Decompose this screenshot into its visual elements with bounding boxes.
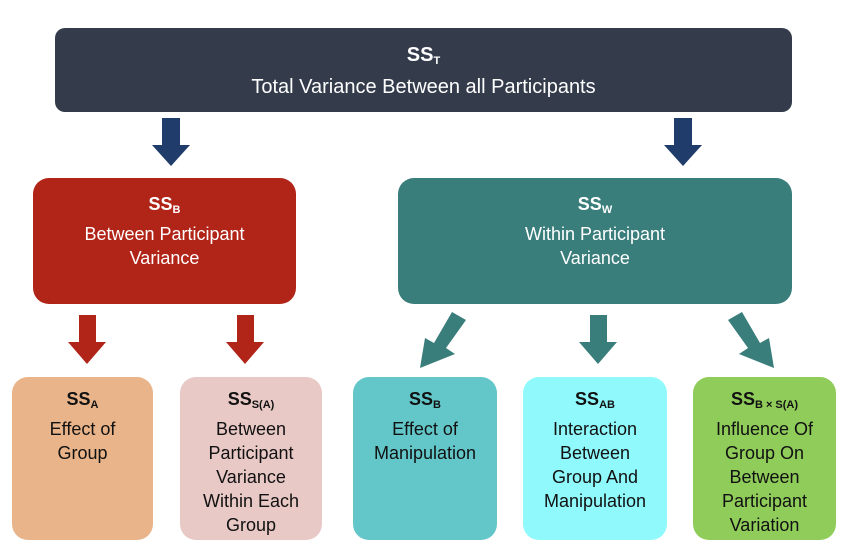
leaf-box: SSAB Interaction Between Group And Manipulat… — [523, 377, 667, 540]
box-label: Within Participant — [524, 224, 666, 244]
box-label: Variance — [216, 467, 286, 487]
box-label: Variance — [129, 248, 200, 268]
box-label: Between — [559, 443, 631, 463]
box-label: Participant — [208, 443, 294, 463]
box-label: Influence Of — [715, 419, 814, 439]
ss-subscript: S(A) — [251, 399, 275, 411]
arrow-down-icon — [579, 315, 617, 364]
ss-subscript: B — [433, 399, 441, 411]
within-variance-box: SSW Within Participant Variance — [398, 178, 792, 304]
leaf-box: SSB Effect of Manipulation — [353, 377, 497, 540]
box-label: Variation — [729, 515, 800, 535]
ss-label: SS — [730, 389, 755, 409]
box-label: Between Participant — [84, 224, 245, 244]
ss-label: SS — [66, 389, 91, 409]
ss-label: SS — [227, 389, 252, 409]
ss-subscript: AB — [599, 399, 615, 411]
box-label: Group On — [724, 443, 805, 463]
ss-label: SS — [148, 194, 173, 214]
ss-label: SS — [409, 389, 434, 409]
box-label: Total Variance Between all Participants — [251, 76, 596, 98]
total-variance-box: SST Total Variance Between all Participa… — [55, 28, 792, 112]
ss-subscript: B × S(A) — [754, 399, 799, 411]
leaf-box: SSS(A) Between Participant Variance Within E… — [180, 377, 322, 540]
box-label: Variance — [560, 248, 630, 268]
box-label: Interaction — [552, 419, 638, 439]
between-variance-box: SSB Between Participant Variance — [33, 178, 296, 304]
box-label: Between — [215, 419, 287, 439]
ss-label: SS — [406, 44, 434, 66]
box-label: Manipulation — [543, 491, 647, 511]
ss-subscript: W — [601, 204, 613, 216]
ss-label: SS — [575, 389, 600, 409]
arrow-down-icon — [152, 118, 190, 166]
box-label: Effect of — [392, 419, 458, 439]
box-label: Group — [225, 515, 277, 535]
ss-subscript: B — [172, 204, 181, 216]
box-label: Group And — [551, 467, 639, 487]
leaf-box: SSA Effect of Group — [12, 377, 153, 540]
arrow-down-icon — [226, 315, 264, 364]
ss-label: SS — [577, 194, 602, 214]
box-label: Between — [729, 467, 800, 487]
arrow-diagonal-icon — [420, 312, 466, 368]
arrow-down-icon — [68, 315, 106, 364]
arrow-diagonal-icon — [728, 312, 774, 368]
ss-subscript: A — [90, 399, 99, 411]
box-label: Participant — [721, 491, 808, 511]
ss-subscript: T — [433, 55, 441, 67]
box-label: Within Each — [202, 491, 300, 511]
box-label: Manipulation — [373, 443, 477, 463]
box-label: Group — [57, 443, 108, 463]
leaf-box: SSB × S(A) Influence Of Group On Between Par… — [693, 377, 836, 540]
box-label: Effect of — [49, 419, 116, 439]
arrow-down-icon — [664, 118, 702, 166]
